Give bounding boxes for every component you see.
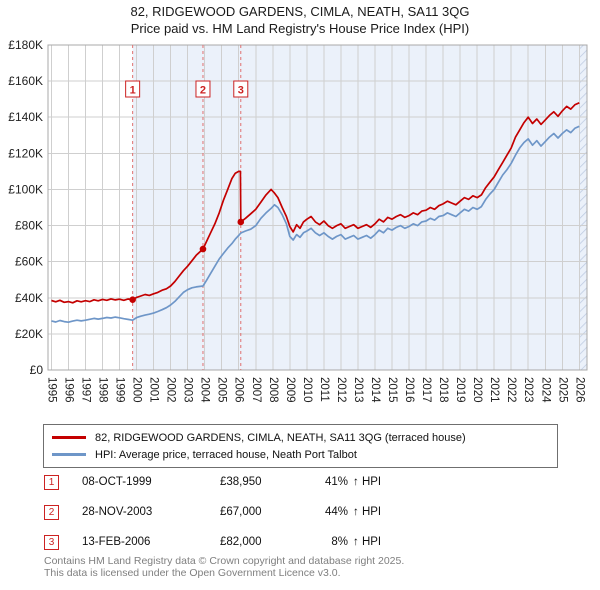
svg-text:2004: 2004 (199, 377, 211, 403)
svg-text:2022: 2022 (505, 377, 517, 403)
svg-text:2021: 2021 (488, 377, 500, 403)
transaction-row: 2 28-NOV-2003 £67,000 44% ↑ HPI (44, 504, 564, 520)
svg-text:2025: 2025 (556, 377, 568, 403)
svg-text:£100K: £100K (8, 182, 43, 196)
svg-text:£0: £0 (30, 363, 44, 377)
svg-text:2000: 2000 (131, 377, 143, 403)
footer-line-1: Contains HM Land Registry data © Crown c… (44, 555, 405, 567)
svg-text:£120K: £120K (8, 146, 43, 160)
transaction-price: £38,950 (220, 476, 262, 488)
svg-text:1996: 1996 (62, 377, 74, 403)
svg-text:1997: 1997 (79, 377, 91, 403)
property-line-swatch (52, 436, 86, 439)
footer-line-2: This data is licensed under the Open Gov… (44, 567, 341, 579)
svg-text:2005: 2005 (216, 377, 228, 403)
svg-text:2011: 2011 (318, 377, 330, 402)
transaction-date: 13-FEB-2006 (82, 536, 151, 548)
svg-text:3: 3 (238, 85, 244, 97)
legend-item-property: 82, RIDGEWOOD GARDENS, CIMLA, NEATH, SA1… (52, 429, 549, 446)
transaction-row: 1 08-OCT-1999 £38,950 41% ↑ HPI (44, 474, 564, 490)
svg-text:2: 2 (200, 85, 206, 97)
hpi-line-swatch (52, 453, 86, 456)
svg-text:1998: 1998 (96, 377, 108, 403)
transaction-date: 08-OCT-1999 (82, 476, 152, 488)
chart-legend: 82, RIDGEWOOD GARDENS, CIMLA, NEATH, SA1… (43, 424, 558, 468)
svg-text:2016: 2016 (403, 377, 415, 403)
svg-text:2023: 2023 (522, 377, 534, 403)
svg-text:£20K: £20K (15, 327, 43, 341)
svg-text:2009: 2009 (284, 377, 296, 403)
license-footer: Contains HM Land Registry data © Crown c… (44, 555, 404, 579)
svg-text:£40K: £40K (15, 291, 43, 305)
svg-text:2010: 2010 (301, 377, 313, 403)
page-title: 82, RIDGEWOOD GARDENS, CIMLA, NEATH, SA1… (130, 4, 470, 19)
svg-text:£140K: £140K (8, 110, 43, 124)
transaction-price: £82,000 (220, 536, 262, 548)
legend-label: HPI: Average price, terraced house, Neat… (95, 448, 357, 461)
legend-item-hpi: HPI: Average price, terraced house, Neat… (52, 446, 549, 463)
svg-text:2008: 2008 (267, 377, 279, 403)
svg-text:2003: 2003 (182, 377, 194, 403)
svg-text:2002: 2002 (165, 377, 177, 403)
svg-text:2013: 2013 (352, 377, 364, 403)
svg-text:1999: 1999 (114, 377, 126, 403)
page-subtitle: Price paid vs. HM Land Registry's House … (130, 21, 470, 36)
svg-text:2019: 2019 (454, 377, 466, 403)
transaction-number-badge: 2 (44, 504, 59, 520)
price-history-chart: £0 £20K £40K £60K £80K £100K £120K £140K £160K £1… (8, 38, 588, 403)
svg-text:2026: 2026 (573, 377, 585, 403)
svg-text:2020: 2020 (471, 377, 483, 403)
transaction-hpi-percent: 8% (331, 536, 348, 548)
transaction-hpi-direction: ↑ HPI (353, 476, 382, 488)
transaction-hpi-percent: 44% (324, 506, 348, 518)
svg-text:1995: 1995 (45, 377, 57, 403)
svg-text:£60K: £60K (15, 255, 43, 269)
svg-text:2018: 2018 (437, 377, 449, 403)
transaction-row: 3 13-FEB-2006 £82,000 8% ↑ HPI (44, 534, 564, 550)
svg-text:£80K: £80K (15, 219, 43, 233)
svg-text:1: 1 (130, 85, 136, 97)
svg-text:2014: 2014 (369, 377, 381, 403)
svg-text:2024: 2024 (539, 377, 551, 403)
svg-text:2012: 2012 (335, 377, 347, 403)
transaction-hpi-direction: ↑ HPI (353, 536, 382, 548)
transaction-number-badge: 1 (44, 474, 59, 490)
svg-text:2006: 2006 (233, 377, 245, 403)
transaction-hpi-direction: ↑ HPI (353, 506, 382, 518)
svg-text:£180K: £180K (8, 38, 43, 52)
transaction-hpi-percent: 41% (324, 476, 348, 488)
legend-label: 82, RIDGEWOOD GARDENS, CIMLA, NEATH, SA1… (95, 431, 466, 444)
svg-text:2001: 2001 (148, 377, 160, 403)
transaction-price: £67,000 (220, 506, 262, 518)
svg-text:2017: 2017 (420, 377, 432, 403)
svg-text:2007: 2007 (250, 377, 262, 403)
transaction-number-badge: 3 (44, 534, 59, 550)
transaction-date: 28-NOV-2003 (82, 506, 153, 518)
svg-text:2015: 2015 (386, 377, 398, 403)
svg-text:£160K: £160K (8, 74, 43, 88)
